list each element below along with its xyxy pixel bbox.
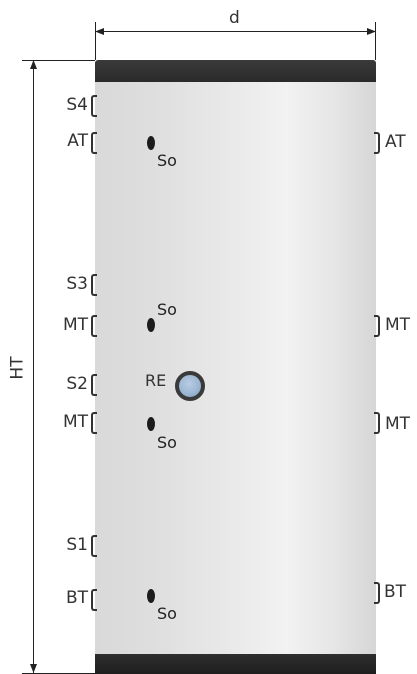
left-port-s4 [91, 95, 97, 117]
left-connection-s1: S1 [66, 535, 88, 555]
width-arrowheads [95, 28, 376, 35]
sensor-label-lower-middle: So [157, 433, 177, 452]
storage-tank [95, 60, 376, 674]
left-port-bt [91, 589, 97, 611]
right-connection-at: AT [385, 132, 406, 152]
left-connection-s3: S3 [66, 274, 88, 294]
re-label: RE [145, 371, 167, 390]
sensor-dot-lower-middle [147, 417, 155, 431]
left-port-s2 [91, 374, 97, 396]
right-connection-mt-upper: MT [385, 315, 411, 335]
left-port-mt-lower [91, 412, 97, 434]
sensor-label-bottom: So [157, 604, 177, 623]
height-arrowheads [30, 60, 37, 673]
left-port-at [91, 132, 97, 154]
width-dimension-line [95, 31, 376, 32]
left-port-s3 [91, 274, 97, 296]
left-connection-s2: S2 [66, 374, 88, 394]
sensor-dot-bottom [147, 589, 155, 603]
sensor-dot-upper-middle [147, 318, 155, 332]
re-port [175, 371, 205, 401]
width-label: d [229, 8, 240, 28]
right-port-bt [374, 582, 380, 604]
height-extension-top [22, 60, 95, 61]
width-extension-right [375, 22, 376, 60]
left-port-s1 [91, 535, 97, 557]
left-connection-mt-lower: MT [62, 412, 88, 432]
right-port-mt-upper [374, 315, 380, 337]
height-label: HT [7, 356, 28, 380]
left-connection-at: AT [67, 131, 88, 151]
right-connection-mt-lower: MT [385, 414, 411, 434]
right-port-at [374, 132, 380, 154]
right-connection-bt: BT [384, 582, 407, 602]
height-dimension-line [33, 60, 34, 673]
sensor-label-top: So [157, 151, 177, 170]
tank-shell [95, 78, 376, 654]
width-extension-left [95, 22, 96, 60]
left-connection-s4: S4 [66, 95, 88, 115]
right-port-mt-lower [374, 412, 380, 434]
tank-bottom-cap [95, 654, 376, 674]
left-connection-bt: BT [65, 588, 88, 608]
tank-top-cap [95, 60, 376, 82]
sensor-dot-top [147, 136, 155, 150]
sensor-label-upper-middle: So [157, 300, 177, 319]
left-port-mt-upper [91, 315, 97, 337]
left-connection-mt-upper: MT [62, 315, 88, 335]
